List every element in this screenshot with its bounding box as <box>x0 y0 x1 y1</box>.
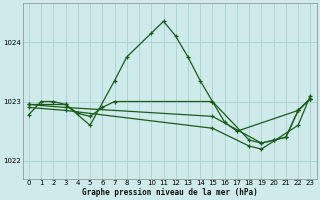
X-axis label: Graphe pression niveau de la mer (hPa): Graphe pression niveau de la mer (hPa) <box>82 188 258 197</box>
